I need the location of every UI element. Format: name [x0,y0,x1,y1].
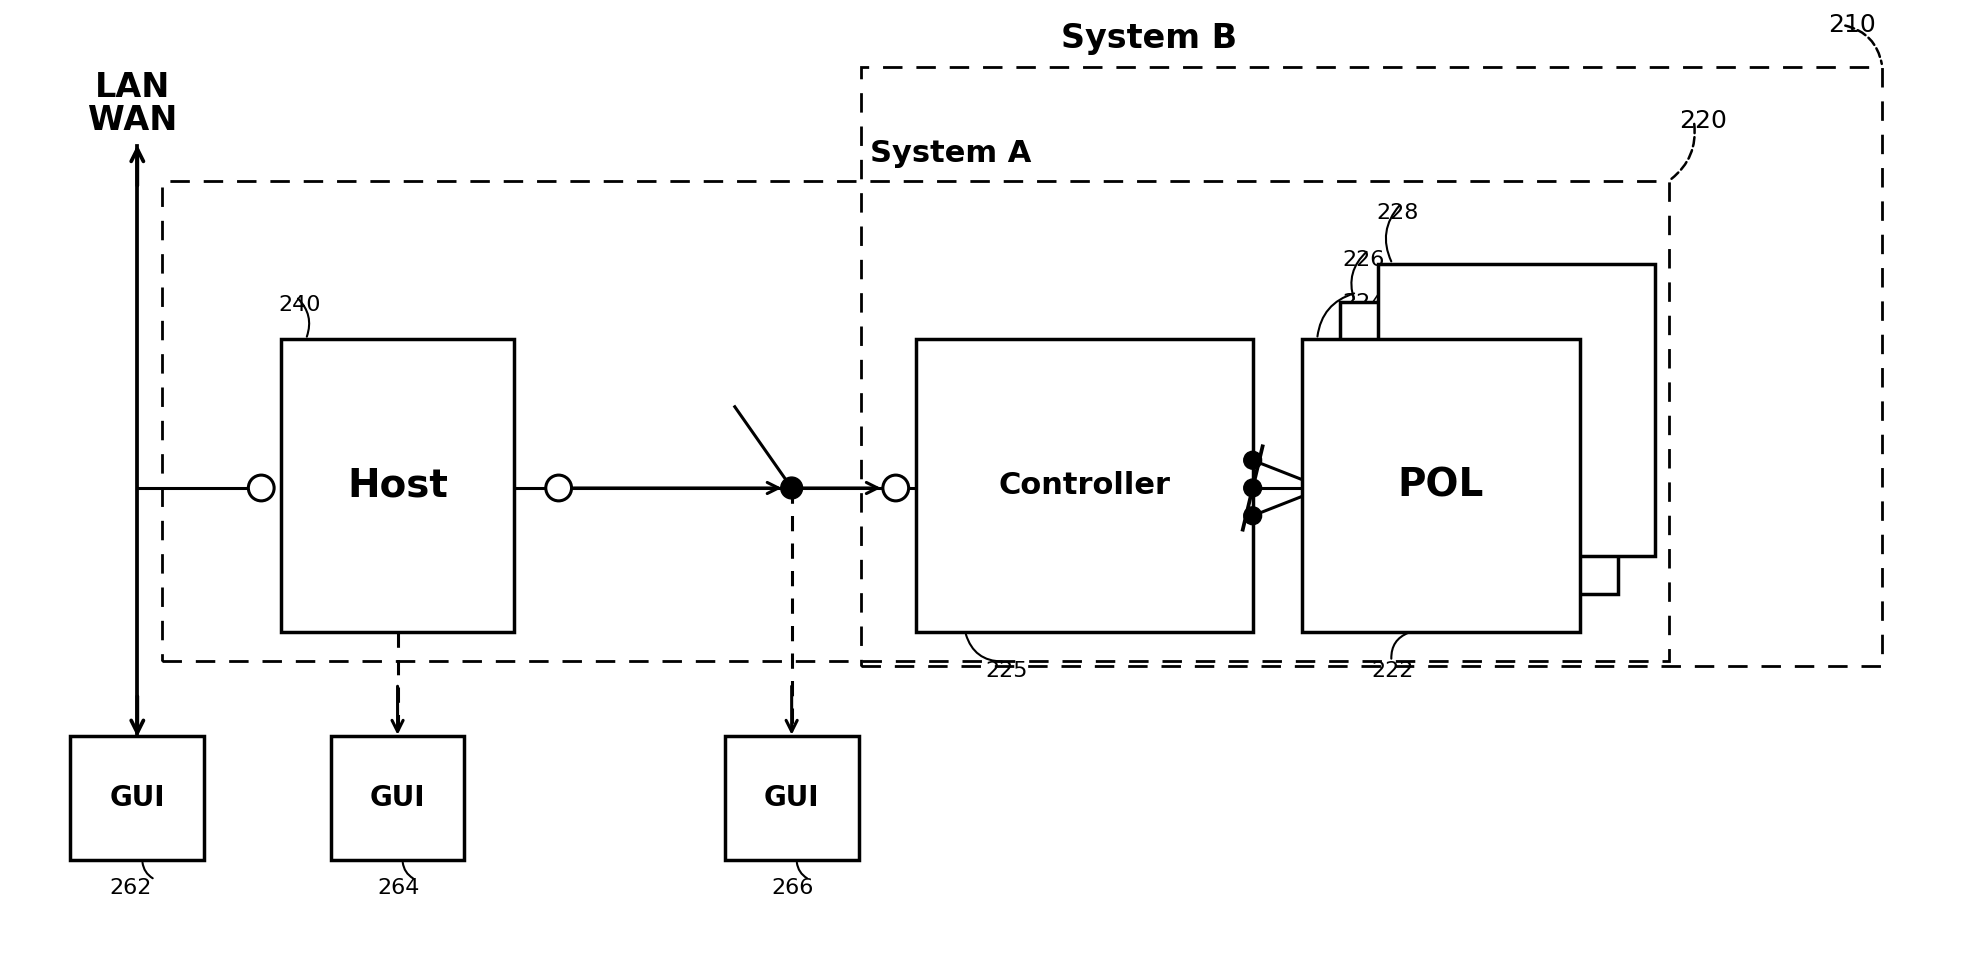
Text: 262: 262 [110,878,151,897]
Bar [330,736,464,860]
Text: 220: 220 [1680,109,1727,133]
Circle shape [545,475,572,501]
Bar [862,66,1882,667]
Circle shape [1243,507,1261,524]
Text: 226: 226 [1341,250,1385,270]
Text: GUI: GUI [110,784,165,811]
Circle shape [248,475,273,501]
Text: 210: 210 [1827,13,1875,37]
Bar [161,181,1670,662]
Text: LAN
WAN: LAN WAN [89,71,177,137]
Text: 266: 266 [771,878,814,897]
Circle shape [1243,479,1261,497]
Bar [1302,340,1580,631]
Text: Host: Host [346,466,448,505]
Circle shape [883,475,909,501]
Circle shape [781,477,803,499]
Text: 240: 240 [277,295,321,314]
Text: 224: 224 [1341,293,1385,312]
Bar [1377,264,1654,557]
Circle shape [1243,451,1261,469]
Text: 264: 264 [378,878,421,897]
Bar [724,736,858,860]
Bar [281,340,513,631]
Text: Controller: Controller [997,471,1170,500]
Text: POL: POL [1399,466,1485,505]
Text: 222: 222 [1371,662,1414,681]
Text: GUI: GUI [370,784,425,811]
Text: GUI: GUI [763,784,820,811]
Bar [1340,302,1617,595]
Text: 225: 225 [985,662,1027,681]
Text: System B: System B [1060,22,1237,55]
Bar [915,340,1253,631]
Text: System A: System A [869,139,1031,168]
Text: 228: 228 [1377,203,1418,224]
Bar [71,736,205,860]
